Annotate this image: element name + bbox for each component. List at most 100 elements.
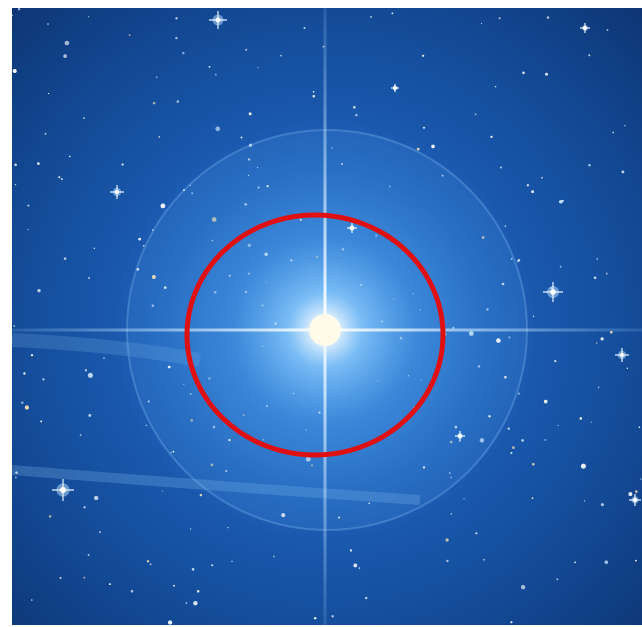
star [231, 561, 232, 562]
star [612, 132, 614, 134]
star [510, 621, 512, 623]
star [594, 277, 597, 280]
star [512, 446, 515, 449]
star [591, 422, 592, 423]
star [162, 490, 163, 491]
star [186, 602, 188, 604]
page: (() => { JSON.parse(document.getElementB… [0, 0, 642, 627]
star [313, 91, 315, 93]
star [313, 95, 316, 98]
star [131, 590, 134, 593]
star [423, 127, 425, 129]
star [58, 176, 60, 178]
star [574, 561, 576, 563]
star [13, 69, 17, 73]
star [273, 556, 274, 557]
star [49, 515, 52, 518]
star [61, 178, 63, 180]
star [483, 559, 485, 561]
star [64, 257, 67, 260]
star [129, 34, 131, 36]
star [94, 248, 95, 249]
star [606, 273, 608, 275]
star [227, 527, 228, 528]
star [527, 184, 529, 186]
star [562, 200, 564, 202]
star [83, 506, 85, 508]
star [499, 17, 501, 19]
star [14, 164, 17, 167]
star [544, 439, 546, 441]
star [510, 452, 512, 454]
star [495, 86, 496, 87]
bright-star [309, 314, 341, 346]
star [173, 585, 175, 587]
star [583, 26, 587, 30]
star [192, 568, 195, 571]
star [88, 554, 90, 556]
star [13, 325, 15, 327]
star [88, 414, 91, 417]
star [458, 434, 462, 438]
star [12, 15, 14, 17]
star [640, 478, 641, 479]
star [598, 387, 600, 389]
star [359, 567, 360, 568]
star [639, 426, 641, 428]
star [451, 513, 452, 514]
star [147, 560, 149, 562]
star [521, 585, 525, 589]
star [27, 205, 29, 207]
star [209, 66, 211, 68]
star [153, 102, 156, 105]
star [60, 487, 66, 493]
star [215, 74, 217, 76]
star [547, 16, 550, 19]
star [531, 190, 534, 193]
star [42, 378, 44, 380]
star [624, 125, 625, 126]
star [628, 492, 632, 496]
star [197, 590, 200, 593]
star [331, 615, 333, 617]
star [596, 342, 597, 343]
star [63, 54, 67, 58]
star [544, 400, 548, 404]
star [422, 55, 424, 57]
star [556, 578, 558, 580]
star [391, 12, 393, 14]
star [446, 560, 448, 562]
star [182, 52, 184, 54]
star [588, 54, 590, 56]
star [607, 29, 609, 31]
star [175, 17, 177, 19]
star [588, 164, 590, 166]
star [584, 500, 585, 501]
star [83, 577, 85, 579]
star [15, 477, 17, 479]
star [94, 496, 98, 500]
star [635, 490, 638, 493]
star [560, 266, 562, 268]
star [59, 577, 61, 579]
star [620, 353, 624, 357]
star [85, 369, 87, 371]
star [28, 229, 29, 230]
star [99, 531, 101, 533]
star [31, 354, 33, 356]
star [446, 538, 449, 541]
star [25, 405, 29, 409]
star [103, 357, 105, 359]
star [80, 434, 82, 436]
star [18, 8, 20, 10]
star [190, 528, 192, 530]
star [633, 498, 637, 502]
star [21, 401, 23, 403]
star [177, 100, 180, 103]
star [605, 561, 608, 564]
star [393, 86, 397, 90]
star [621, 170, 624, 173]
star [353, 106, 356, 109]
star [150, 563, 152, 565]
star [601, 337, 604, 340]
